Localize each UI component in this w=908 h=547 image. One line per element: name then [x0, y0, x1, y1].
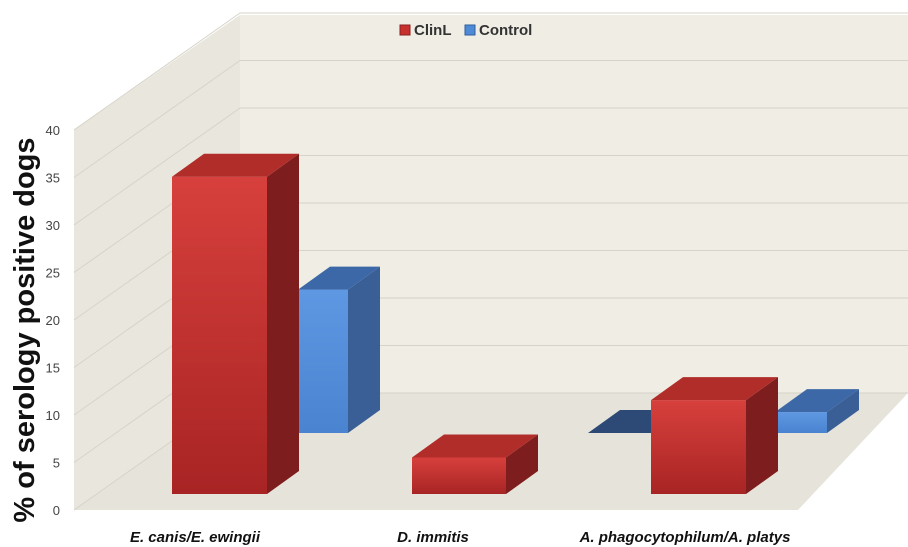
y-axis-title: % of serology positive dogs	[9, 137, 41, 522]
y-tick-label: 0	[53, 503, 60, 518]
y-tick-label: 40	[46, 123, 60, 138]
bar-control-2-front	[775, 412, 827, 433]
x-axis-categories: E. canis/E. ewingii D. immitis A. phagocyt…	[130, 529, 790, 546]
bar-clinl-2	[651, 377, 778, 494]
bar-control-2-top	[775, 389, 859, 413]
bar-control-0-top	[298, 266, 380, 290]
y-tick-label: 25	[46, 266, 60, 281]
legend-swatch	[399, 24, 411, 36]
y-tick-label: 15	[46, 361, 60, 376]
y-tick-label: 35	[46, 171, 60, 186]
top-margin	[0, 0, 908, 8]
bar-control-0-side	[348, 266, 380, 433]
bar-control-0-front	[298, 289, 348, 433]
legend: ClinL Control	[399, 22, 532, 39]
bars	[172, 153, 859, 494]
y-tick-label: 5	[53, 456, 60, 471]
legend-label: Control	[479, 22, 532, 39]
y-tick-label: 10	[46, 408, 60, 423]
y-tick-label: 20	[46, 313, 60, 328]
y-tick-label: 30	[46, 218, 60, 233]
bar-clinl-2-front	[651, 400, 746, 494]
bar-clinl-1-side	[506, 434, 538, 494]
gridline-side	[73, 60, 241, 178]
y-axis-ticks: 0 5 10 15 20 25 30 35 40	[46, 123, 60, 518]
bar-clinl-0-front	[172, 176, 267, 494]
bar-control-2-side	[827, 389, 859, 433]
bar-clinl-1	[412, 434, 538, 494]
gridline-side	[73, 107, 241, 226]
bar-clinl-0	[172, 153, 299, 494]
x-category-label: E. canis/E. ewingii	[130, 529, 261, 546]
bar-clinl-0-side	[267, 153, 299, 494]
bar-control-0	[298, 266, 380, 433]
bar-clinl-1-front	[412, 457, 506, 494]
x-category-label: A. phagocytophilum/A. platys	[579, 529, 791, 546]
bar-clinl-1-top	[412, 434, 538, 458]
legend-swatch	[464, 24, 476, 36]
bar-clinl-2-top	[651, 377, 778, 401]
bar-clinl-2-side	[746, 377, 778, 494]
gridline-side	[73, 12, 241, 131]
bar-control-2	[775, 389, 859, 433]
x-category-label: D. immitis	[397, 529, 469, 546]
bar-clinl-0-top	[172, 153, 299, 177]
legend-label: ClinL	[414, 22, 452, 39]
